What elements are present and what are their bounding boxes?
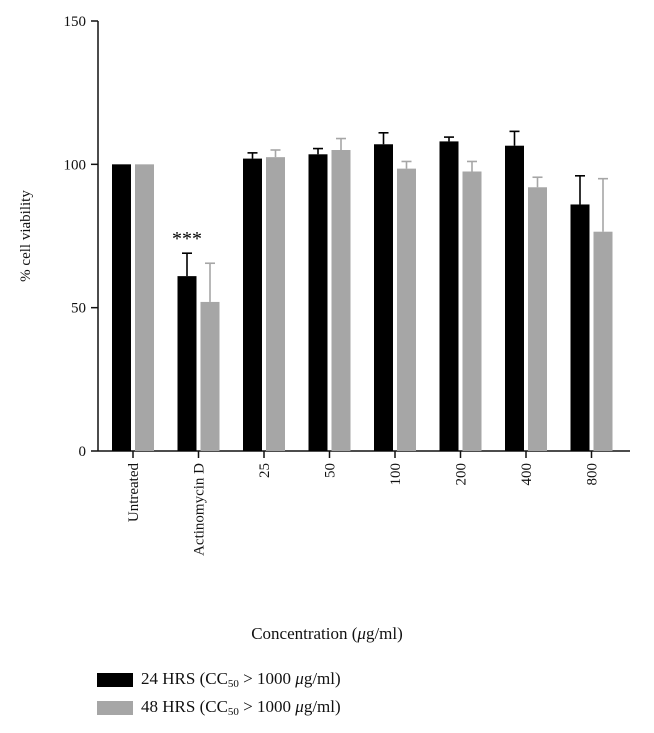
- annotations-group: ***: [172, 228, 202, 250]
- legend-item-24hrs: 24 HRS (CC50 > 1000 μg/ml): [97, 669, 341, 690]
- legend-swatch-48hrs: [97, 700, 133, 715]
- bar-24hrs: [112, 164, 131, 452]
- x-tick-label: Untreated: [126, 463, 142, 523]
- y-tick-label: 100: [64, 157, 87, 173]
- bar-48hrs: [397, 168, 416, 451]
- x-tick-label: 200: [454, 463, 470, 486]
- bar-48hrs: [462, 171, 482, 451]
- bars-group: [112, 130, 613, 452]
- legend-label-48hrs: 48 HRS (CC50 > 1000 μg/ml): [141, 697, 341, 718]
- bar-48hrs: [266, 157, 285, 451]
- bar-48hrs: [135, 164, 154, 452]
- x-tick-label: 800: [585, 463, 601, 486]
- y-tick-label: 150: [64, 14, 87, 30]
- bar-24hrs: [439, 141, 459, 451]
- bar-48hrs: [593, 231, 613, 451]
- x-tick-label: 400: [519, 463, 535, 486]
- y-axis-label: % cell viability: [18, 190, 34, 282]
- significance-annotation: ***: [172, 228, 202, 250]
- bar-24hrs: [570, 204, 590, 451]
- bar-48hrs: [200, 301, 220, 451]
- y-tick-label: 0: [79, 444, 87, 460]
- bar-24hrs: [243, 158, 262, 451]
- bar-24hrs: [505, 145, 524, 451]
- x-axis-label-prefix: Concentration (: [251, 624, 358, 643]
- x-axis-label-mu: μ: [357, 624, 366, 643]
- legend-item-48hrs: 48 HRS (CC50 > 1000 μg/ml): [97, 697, 341, 718]
- bar-24hrs: [177, 276, 197, 451]
- bar-24hrs: [308, 154, 328, 452]
- x-tick-label: 50: [323, 463, 339, 478]
- legend-label-24hrs: 24 HRS (CC50 > 1000 μg/ml): [141, 669, 341, 690]
- x-axis-label: Concentration (μg/ml): [0, 624, 654, 644]
- bar-48hrs: [528, 187, 547, 451]
- x-tick-label: Actinomycin D: [192, 463, 208, 556]
- x-axis-label-suffix: g/ml): [365, 624, 403, 643]
- legend-swatch-24hrs: [97, 672, 133, 687]
- x-tick-label: 100: [388, 463, 404, 486]
- y-tick-label: 50: [71, 301, 86, 317]
- x-axis: Untreated Actinomycin D 25 50 100 200 400 800: [98, 450, 630, 556]
- bar-chart: 0 50 100 150 Untreated Actinomycin D 25 50 100 2…: [18, 14, 630, 556]
- bar-48hrs: [331, 150, 351, 451]
- y-axis: 0 50 100 150: [64, 14, 99, 460]
- x-tick-label: 25: [257, 463, 273, 478]
- bar-24hrs: [374, 144, 393, 451]
